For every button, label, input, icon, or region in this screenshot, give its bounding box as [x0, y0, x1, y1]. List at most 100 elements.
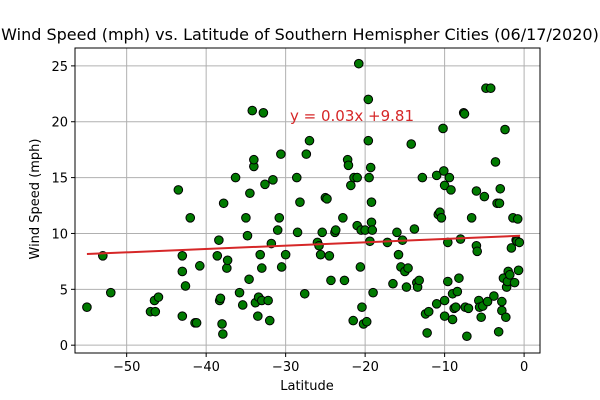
data-point [253, 311, 263, 321]
data-point [249, 154, 259, 165]
data-point [493, 326, 504, 337]
y-tick-label: 20 [51, 116, 68, 131]
data-points [82, 58, 525, 342]
data-point [367, 225, 378, 235]
data-point [365, 162, 376, 173]
y-tick-label: 10 [51, 227, 68, 242]
data-point [450, 302, 461, 312]
y-tick-label: 0 [60, 339, 68, 354]
data-point [454, 273, 464, 283]
data-point [506, 243, 517, 253]
data-point [215, 293, 226, 304]
data-point [393, 249, 404, 260]
data-point [237, 300, 248, 310]
data-point [185, 213, 196, 223]
data-point [431, 299, 442, 309]
data-point [439, 166, 449, 176]
data-point [439, 311, 450, 321]
data-point [501, 312, 511, 323]
data-point [355, 262, 366, 272]
data-point [177, 311, 188, 321]
data-point [191, 318, 202, 328]
data-point [476, 312, 486, 323]
data-point [212, 251, 223, 261]
data-point [343, 160, 354, 171]
data-point [326, 275, 336, 286]
regression-line [86, 234, 521, 256]
data-point [338, 213, 348, 223]
y-axis-label: Wind Speed (mph) [28, 139, 43, 260]
data-point [217, 319, 227, 329]
data-point [513, 265, 524, 276]
data-point [263, 295, 273, 306]
x-axis-label: Latitude [280, 379, 334, 394]
data-point [485, 83, 496, 94]
data-point [218, 198, 229, 209]
data-point [497, 296, 507, 307]
data-point [489, 291, 499, 301]
data-point [245, 188, 255, 199]
data-point [260, 179, 270, 190]
data-point [482, 296, 493, 307]
data-point [504, 269, 515, 280]
x-tick-label: −50 [113, 360, 140, 375]
data-point [439, 180, 450, 191]
data-point [366, 197, 377, 207]
data-point [479, 191, 490, 202]
data-point [431, 170, 442, 181]
data-point [272, 225, 283, 235]
data-point [459, 109, 470, 119]
data-point [363, 135, 374, 146]
x-tick-label: −10 [431, 360, 458, 375]
data-point [222, 263, 232, 273]
data-point [299, 288, 310, 299]
data-point [490, 157, 501, 167]
data-point [414, 275, 424, 286]
data-point [255, 249, 266, 260]
data-point [234, 287, 245, 298]
data-point [180, 281, 191, 291]
regression-equation: y = 0.03x +9.81 [290, 107, 414, 125]
y-tick-label: 15 [51, 172, 68, 187]
data-point [444, 172, 455, 183]
data-point [230, 172, 241, 183]
data-point [406, 139, 417, 149]
data-point [173, 185, 184, 195]
data-point [276, 149, 286, 159]
data-point [423, 306, 434, 317]
plot-frame [74, 47, 541, 354]
grid [75, 48, 540, 353]
data-point [274, 213, 285, 223]
data-point [363, 94, 374, 105]
data-point [494, 198, 505, 209]
data-point [447, 314, 458, 325]
data-point [304, 135, 315, 146]
data-point [462, 331, 472, 342]
data-point [82, 302, 92, 312]
data-point [346, 180, 356, 191]
data-point [352, 172, 362, 183]
data-point [353, 58, 364, 69]
data-point [292, 227, 303, 238]
data-point [446, 185, 456, 195]
data-point [500, 124, 510, 135]
data-point [322, 194, 332, 204]
data-point [466, 213, 477, 223]
data-point [315, 249, 326, 260]
data-point [177, 266, 188, 277]
y-tick-label: 25 [51, 60, 68, 75]
axis-ticks: −50 −40 −30 −20 −10 0 0 5 10 15 20 25 [51, 60, 528, 375]
data-point [218, 329, 228, 339]
data-point [291, 172, 302, 183]
data-point [417, 172, 428, 183]
data-point [330, 225, 341, 235]
data-point [222, 255, 233, 266]
data-point [264, 315, 275, 326]
data-point [256, 263, 267, 273]
x-tick-label: −40 [192, 360, 219, 375]
data-point [324, 251, 335, 261]
data-point [301, 149, 312, 159]
data-point [150, 306, 161, 317]
chart-title: Wind Speed (mph) vs. Latitude of Souther… [1, 25, 599, 44]
data-point [471, 186, 482, 196]
